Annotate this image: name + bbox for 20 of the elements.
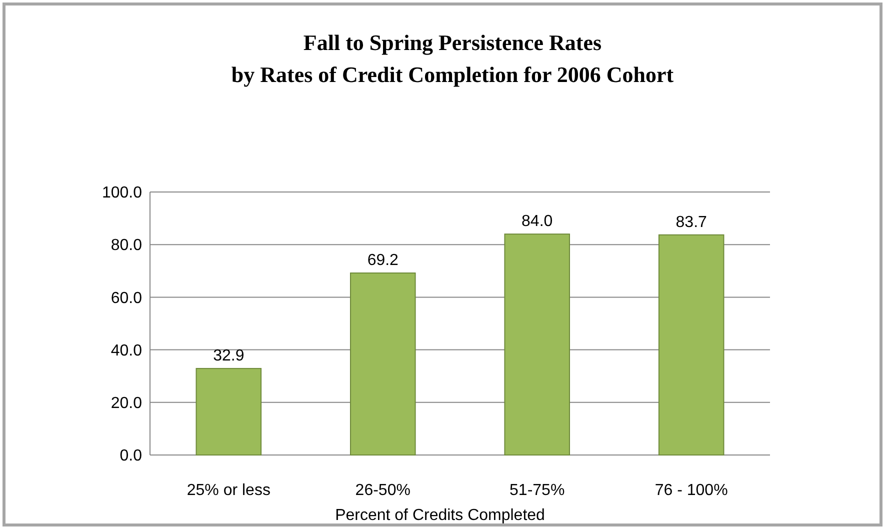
data-label: 69.2: [367, 252, 399, 270]
x-tick-label: 51-75%: [510, 482, 565, 499]
y-tick-label: 40.0: [110, 342, 142, 360]
data-label: 32.9: [213, 347, 244, 364]
x-axis-title: Percent of Credits Completed: [335, 507, 545, 524]
data-label: 84.0: [522, 213, 553, 230]
data-label: 83.7: [676, 214, 708, 231]
x-tick-label: 76 - 100%: [654, 482, 728, 499]
y-tick-label: 100.0: [102, 184, 142, 202]
y-tick-label: 20.0: [110, 395, 142, 412]
x-tick-label: 26-50%: [355, 482, 410, 499]
bar: [350, 272, 416, 456]
y-tick-label: 80.0: [110, 237, 142, 254]
chart-title: Fall to Spring Persistence Rates by Rates of Credit Completion for 2006 Cohort: [231, 30, 674, 87]
bar: [196, 368, 262, 456]
y-tick-label: 60.0: [110, 290, 142, 307]
x-tick-label: 25% or less: [186, 482, 270, 499]
bar: [658, 234, 724, 456]
y-tick-label: 0.0: [120, 448, 142, 465]
bar: [504, 234, 570, 456]
